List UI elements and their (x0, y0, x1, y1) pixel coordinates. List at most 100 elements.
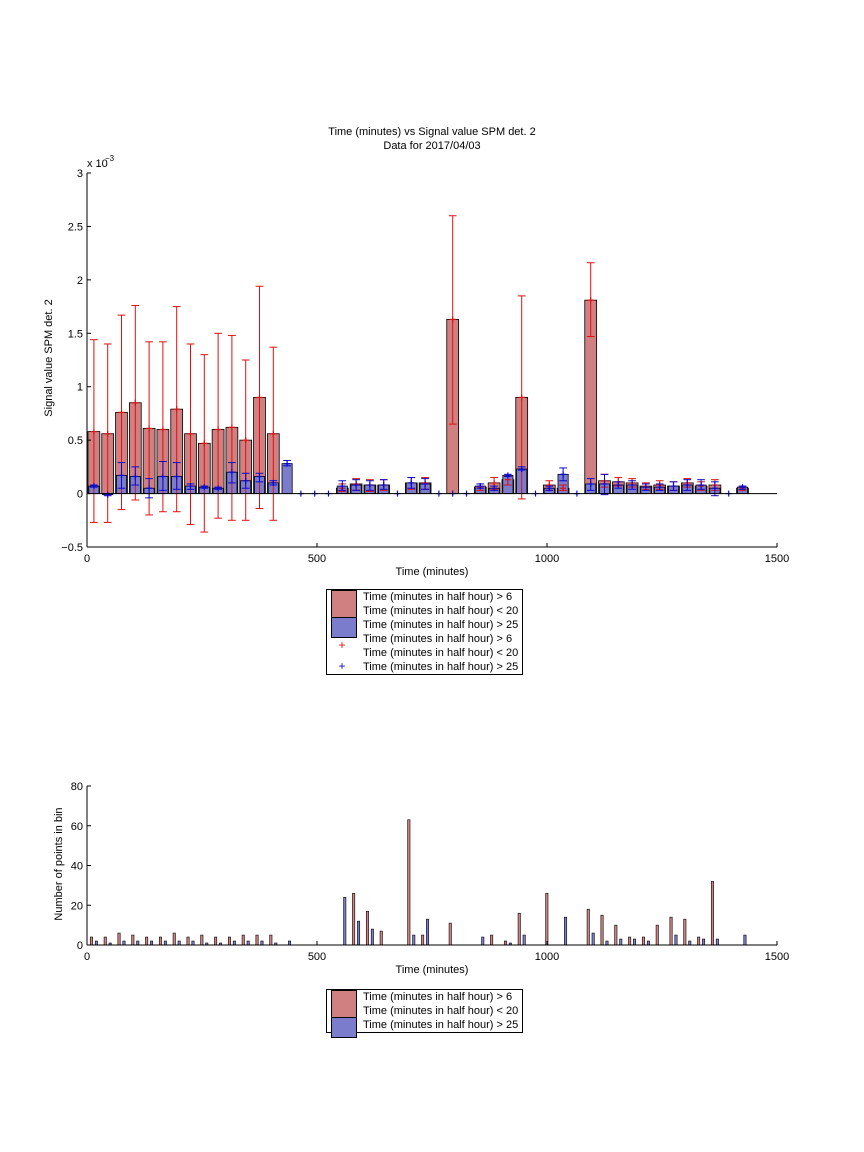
count-bar-red (490, 934, 494, 946)
bottom-xlabel: Time (minutes) (396, 964, 469, 976)
count-bar-red (655, 924, 659, 946)
top-ylabel: Signal value SPM det. 2 (43, 299, 55, 416)
count-bar-red (145, 936, 149, 946)
count-bar-red (172, 932, 176, 946)
count-bar-blue (633, 938, 637, 946)
count-bar-red (503, 940, 507, 946)
y-tick-label: 0 (77, 940, 83, 952)
count-bar-blue (522, 934, 526, 946)
legend-label: Time (minutes in half hour) > 25 (363, 661, 519, 673)
count-bar-blue (150, 940, 154, 946)
bottom-legend: Time (minutes in half hour) > 6 Time (mi… (326, 989, 524, 1038)
bottom-axes: 0 20 40 60 80 0 500 1000 1500 (71, 781, 789, 963)
y-tick-label: −0.5 (61, 542, 83, 554)
count-bar-red (600, 914, 604, 946)
count-bar-blue (177, 940, 181, 946)
y-tick-label: 40 (71, 861, 83, 873)
count-bar-blue (481, 936, 485, 946)
count-bar-red (186, 936, 190, 946)
legend-entry-err-gt6: Time (minutes in half hour) > 6 (327, 632, 522, 646)
legend-swatch-blue (331, 1017, 357, 1038)
x-tick-label: 500 (308, 553, 326, 565)
count-bar-red (241, 934, 245, 946)
count-bar-red (517, 912, 521, 946)
count-bar-blue (619, 938, 623, 946)
count-bar-red (227, 936, 231, 946)
x-tick-label: 1000 (535, 951, 559, 963)
count-bar-red (158, 936, 162, 946)
count-bar-blue (743, 934, 747, 946)
x-tick-label: 0 (84, 951, 90, 963)
count-bar-red (117, 932, 121, 946)
legend-entry-bar-gt25: Time (minutes in half hour) > 25 (327, 1017, 522, 1038)
exponent-label: x 10 −3 (87, 154, 115, 170)
chart-subtitle: Data for 2017/04/03 (383, 140, 480, 152)
y-tick-label: 2.5 (68, 221, 83, 233)
count-bar-red (628, 936, 632, 946)
count-bar-blue (674, 934, 678, 946)
count-bar-red (710, 881, 714, 946)
bar-blue (281, 463, 293, 494)
legend-label: Time (minutes in half hour) > 25 (363, 1019, 519, 1031)
legend-entry-bar-lt20: Time (minutes in half hour) < 20 (327, 1004, 522, 1018)
count-bar-blue (357, 920, 361, 946)
x-tick-label: 1500 (765, 951, 789, 963)
count-bar-red (365, 910, 369, 946)
legend-entry-err-gt25: + Time (minutes in half hour) > 25 (327, 659, 522, 674)
y-tick-label: 20 (71, 900, 83, 912)
count-bar-red (421, 934, 425, 946)
count-bar-blue (122, 940, 126, 946)
y-tick-label: 3 (77, 168, 83, 180)
plus-marker-blue: + (338, 659, 346, 673)
plus-marker-red: + (338, 638, 346, 652)
count-bar-blue (163, 940, 167, 946)
y-tick-label: 2 (77, 275, 83, 287)
x-tick-label: 1000 (535, 553, 559, 565)
top-error-bars (90, 215, 747, 533)
count-bar-blue (426, 918, 430, 946)
bottom-bars (89, 819, 747, 946)
top-axes: −0.500.511.522.530 500 1000 1500 (61, 168, 789, 565)
signal-chart: Time (minutes) vs Signal value SPM det. … (43, 126, 789, 578)
count-bar-red (641, 936, 645, 946)
x-tick-label: 500 (308, 951, 326, 963)
count-bar-red (407, 819, 411, 946)
count-bar-blue (412, 934, 416, 946)
exponent-base: x 10 (87, 158, 108, 170)
legend-entry-err-lt20: + Time (minutes in half hour) < 20 (327, 638, 522, 660)
count-bar-red (131, 934, 135, 946)
x-tick-label: 1500 (765, 553, 789, 565)
count-bar-blue (702, 938, 706, 946)
count-bar-blue (246, 940, 250, 946)
y-tick-label: 80 (71, 781, 83, 793)
count-bar-blue (94, 940, 98, 946)
count-bar-red (352, 893, 356, 946)
count-bar-red (379, 930, 383, 946)
legend-swatch-blue (331, 617, 357, 638)
count-bar-blue (191, 940, 195, 946)
count-bar-red (214, 936, 218, 946)
y-tick-label: 1 (77, 382, 83, 394)
legend-entry-bar-gt25: Time (minutes in half hour) > 25 (327, 617, 522, 638)
count-bar-blue (646, 940, 650, 946)
top-bars (87, 299, 749, 496)
count-bar-red (103, 936, 107, 946)
legend-label: Time (minutes in half hour) > 6 (363, 991, 513, 1003)
count-bar-blue (564, 916, 568, 946)
count-bar-blue (605, 940, 609, 946)
legend-label: Time (minutes in half hour) > 6 (363, 633, 513, 645)
exponent-power: −3 (105, 154, 115, 163)
count-chart: 0 20 40 60 80 0 500 1000 1500 Time (minutes) Num… (53, 781, 789, 976)
y-tick-label: 60 (71, 821, 83, 833)
legend-swatch-red (331, 590, 357, 618)
count-bar-red (200, 934, 204, 946)
count-bar-blue (370, 928, 374, 946)
legend-label: Time (minutes in half hour) > 25 (363, 619, 519, 631)
bottom-ylabel: Number of points in bin (53, 807, 65, 920)
count-bar-blue (288, 940, 292, 946)
count-bar-blue (688, 940, 692, 946)
legend-label: Time (minutes in half hour) < 20 (363, 647, 519, 659)
legend-entry-bar-lt20: Time (minutes in half hour) < 20 (327, 604, 522, 618)
count-bar-blue (136, 940, 140, 946)
